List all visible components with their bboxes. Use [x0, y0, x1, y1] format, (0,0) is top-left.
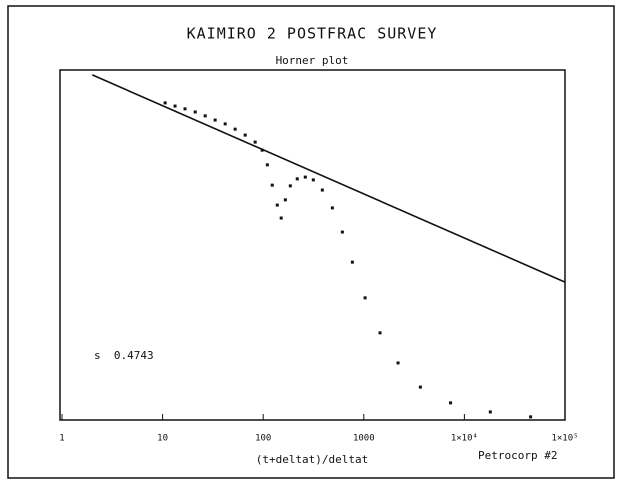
data-point: [350, 260, 354, 264]
data-point: [320, 188, 324, 192]
footer: Petrocorp #2: [478, 449, 557, 462]
data-point: [378, 331, 382, 335]
plot-frame: [59, 69, 566, 421]
data-point: [449, 401, 453, 405]
data-point: [193, 110, 197, 114]
data-point: [330, 206, 334, 210]
data-point: [303, 175, 307, 179]
x-tick-label: 1×10⁵: [551, 434, 578, 444]
x-tick-label: 1: [59, 434, 64, 444]
data-point: [173, 104, 177, 108]
data-point: [418, 385, 422, 389]
data-point: [265, 163, 269, 167]
data-point: [295, 177, 299, 181]
data-point: [279, 216, 283, 220]
data-point: [183, 107, 187, 111]
data-point: [529, 415, 533, 419]
x-axis-label: (t+deltat)/deltat: [256, 453, 369, 466]
data-point: [396, 361, 400, 365]
data-point: [340, 230, 344, 234]
data-point: [253, 140, 257, 144]
data-point: [223, 122, 227, 126]
data-point: [203, 114, 207, 118]
data-point: [163, 101, 167, 105]
annotation: s 0.4743: [94, 349, 154, 362]
x-tick-label: 1×10⁴: [451, 434, 478, 444]
trend-line: [91, 74, 566, 283]
chart-title: KAIMIRO 2 POSTFRAC SURVEY: [187, 25, 438, 43]
chart-subtitle: Horner plot: [276, 54, 349, 67]
data-point: [311, 178, 315, 182]
x-tick-label: 10: [157, 434, 168, 444]
data-point: [488, 410, 492, 414]
data-point: [233, 127, 237, 131]
data-point: [363, 296, 367, 300]
data-point: [283, 198, 287, 202]
data-point: [288, 184, 292, 188]
outer-frame: [7, 5, 615, 479]
data-point: [270, 183, 274, 187]
x-tick-label: 1000: [353, 434, 375, 444]
data-point: [243, 133, 247, 137]
x-tick-label: 100: [255, 434, 271, 444]
data-point: [275, 203, 279, 207]
data-point: [213, 118, 217, 122]
